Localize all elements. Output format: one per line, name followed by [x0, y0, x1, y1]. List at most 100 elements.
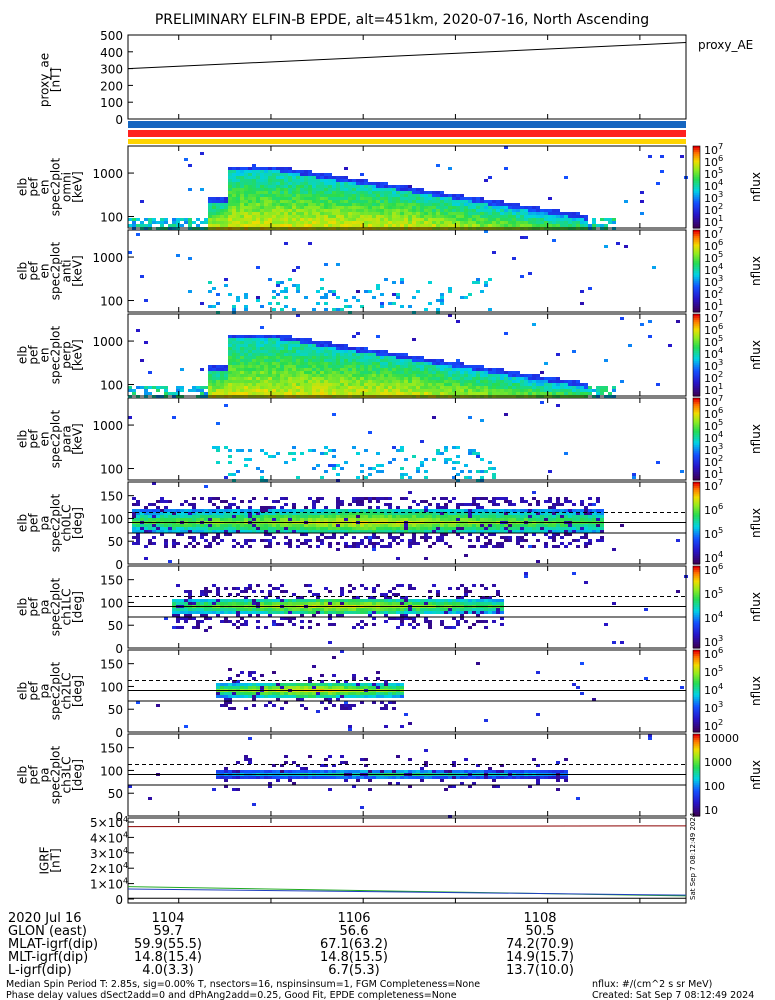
spectrogram-cell — [340, 182, 344, 185]
spectrogram-cell — [312, 383, 316, 386]
spectrogram-cell — [396, 212, 400, 215]
spectrogram-cell — [300, 377, 304, 380]
spectrogram-cell — [300, 218, 304, 221]
spectrogram-cell — [340, 212, 344, 215]
pitch-angle-cell — [544, 512, 548, 515]
colorbar-cell — [693, 369, 700, 372]
spectrogram-cell — [304, 221, 308, 224]
spectrogram-cell — [596, 392, 600, 395]
spectrogram-cell — [536, 386, 540, 389]
spectrogram-cell — [220, 215, 224, 218]
spectrogram-cell — [640, 323, 644, 326]
pitch-angle-cell — [372, 536, 376, 539]
spectrogram-cell — [148, 218, 152, 221]
spectrogram-cell — [292, 389, 296, 392]
pitch-angle-cell — [584, 509, 588, 512]
spectrogram-cell — [248, 173, 252, 176]
spectrogram-cell — [364, 290, 368, 293]
colorbar-cell — [693, 223, 700, 227]
colorbar-cell — [693, 488, 700, 491]
spectrogram-cell — [248, 200, 252, 203]
spectrogram-cell — [424, 191, 428, 194]
spectrogram-cell — [460, 371, 464, 374]
pitch-angle-cell — [496, 545, 500, 548]
pitch-angle-cell — [560, 530, 564, 533]
spectrogram-cell — [308, 338, 312, 341]
pitch-angle-cell — [224, 512, 228, 515]
spectrogram-cell — [540, 386, 544, 389]
spectrogram-cell — [476, 218, 480, 221]
pitch-angle-cells — [128, 572, 688, 644]
spectrogram-cell — [452, 371, 456, 374]
spectrogram-cell — [292, 191, 296, 194]
spectrogram-cell — [452, 467, 456, 470]
pitch-angle-cell — [212, 509, 216, 512]
spectrogram-cell — [588, 287, 592, 290]
pitch-angle-cell — [232, 515, 236, 518]
spectrogram-cell — [224, 221, 228, 224]
spectrogram-cell — [500, 389, 504, 392]
pitch-angle-cell — [512, 530, 516, 533]
spectrogram-cell — [400, 386, 404, 389]
pitch-angle-cell — [136, 536, 140, 539]
spectrogram-cell — [316, 353, 320, 356]
spectrogram-cell — [252, 359, 256, 362]
colorbar-cell — [693, 447, 700, 450]
spectrogram-cell — [456, 218, 460, 221]
spectrogram-cell — [432, 362, 436, 365]
spectrogram-cell — [308, 347, 312, 350]
pitch-angle-cell — [532, 518, 536, 521]
spectrogram-cell — [476, 281, 480, 284]
pitch-angle-cell — [192, 503, 196, 506]
pitch-angle-cell — [508, 539, 512, 542]
pitch-angle-cell — [536, 530, 540, 533]
pitch-angle-cell — [544, 542, 548, 545]
spectrogram-cell — [400, 368, 404, 371]
spectrogram-cell — [324, 350, 328, 353]
spectrogram-cell — [228, 362, 232, 365]
spectrogram-cell — [488, 371, 492, 374]
pitch-angle-cell — [500, 527, 504, 530]
spectrogram-cell — [312, 209, 316, 212]
spectrogram-cell — [444, 197, 448, 200]
spectrogram-cell — [476, 209, 480, 212]
spectrogram-cell — [456, 209, 460, 212]
spectrogram-cell — [428, 197, 432, 200]
spectrogram-cell — [252, 167, 256, 170]
spectrogram-cell — [328, 353, 332, 356]
spectrogram-cell — [292, 452, 296, 455]
spectrogram-cell — [600, 386, 604, 389]
spectrogram-cell — [376, 380, 380, 383]
spectrogram-cell — [356, 203, 360, 206]
spectrogram-cell — [304, 173, 308, 176]
spectrogram-cell — [496, 371, 500, 374]
spectrogram-cell — [368, 200, 372, 203]
pitch-angle-cell — [352, 530, 356, 533]
spectrogram-cell — [268, 215, 272, 218]
pitch-angle-cell — [492, 500, 496, 503]
spectrogram-cell — [400, 203, 404, 206]
spectrogram-cell — [460, 380, 464, 383]
spectrogram-cell — [304, 188, 308, 191]
spectrogram-cell — [468, 197, 472, 200]
spectrogram-cell — [328, 185, 332, 188]
spectrogram-cell — [460, 197, 464, 200]
spectrogram-cell — [128, 224, 132, 227]
pitch-angle-cell — [568, 500, 572, 503]
spectrogram-cell — [504, 392, 508, 395]
spectrogram-cell — [512, 209, 516, 212]
spectrogram-cell — [276, 353, 280, 356]
spectrogram-cell — [288, 392, 292, 395]
spectrogram-cell — [384, 377, 388, 380]
pitch-angle-cell — [532, 491, 536, 494]
pitch-angle-cell — [508, 527, 512, 530]
pitch-angle-cell — [320, 527, 324, 530]
spectrogram-cell — [372, 296, 376, 299]
spectrogram-cell — [236, 347, 240, 350]
spectrogram-cell — [424, 377, 428, 380]
pitch-angle-cell — [252, 530, 256, 533]
spectrogram-cell — [472, 392, 476, 395]
pitch-angle-cell — [384, 512, 388, 515]
spectrogram-cell — [260, 326, 264, 329]
spectrogram-cell — [172, 392, 176, 395]
